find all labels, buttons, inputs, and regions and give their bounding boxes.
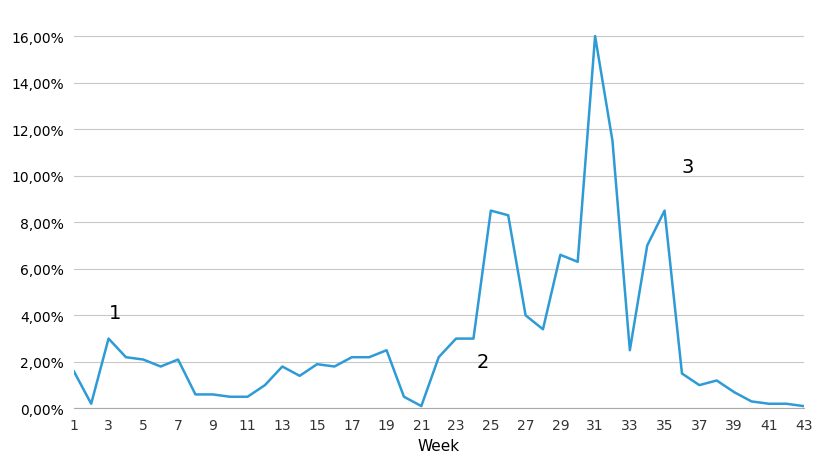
X-axis label: Week: Week — [417, 438, 459, 453]
Text: 3: 3 — [681, 157, 694, 176]
Text: 1: 1 — [108, 304, 120, 323]
Text: 2: 2 — [477, 353, 489, 371]
